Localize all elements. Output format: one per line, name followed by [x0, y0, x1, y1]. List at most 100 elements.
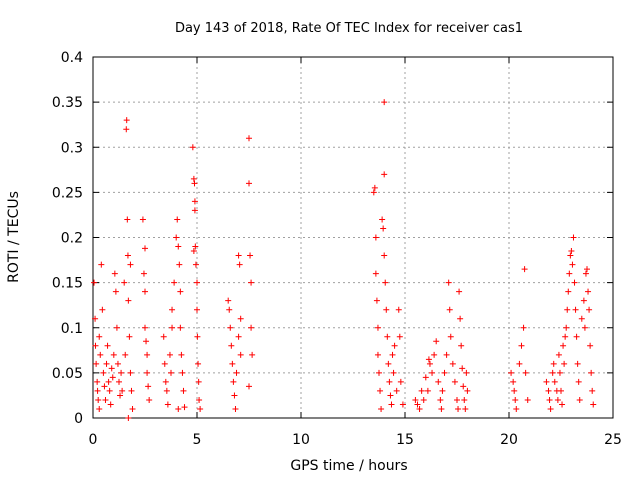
x-axis-label: GPS time / hours — [290, 458, 407, 474]
data-point — [246, 383, 252, 390]
data-point — [588, 369, 595, 376]
data-point — [429, 369, 436, 376]
data-point — [584, 266, 590, 273]
data-point — [554, 396, 561, 403]
data-point — [196, 396, 203, 403]
data-point — [195, 378, 202, 385]
data-point — [443, 351, 450, 358]
data-point — [566, 270, 573, 277]
data-point — [102, 396, 109, 403]
data-point — [144, 369, 151, 376]
data-point — [142, 288, 148, 295]
data-point — [119, 387, 126, 394]
data-point — [385, 360, 392, 367]
data-point — [128, 387, 135, 394]
y-tick-label: 0.4 — [61, 50, 83, 66]
y-tick-label: 0.1 — [61, 321, 83, 337]
data-point — [110, 351, 117, 358]
data-point — [176, 261, 183, 268]
data-point — [569, 261, 576, 268]
data-point — [518, 342, 525, 349]
data-point — [457, 315, 464, 322]
data-point — [113, 324, 120, 331]
data-point — [422, 374, 429, 381]
data-point — [129, 405, 136, 412]
data-point — [418, 387, 425, 394]
data-point — [564, 306, 571, 313]
data-point — [462, 405, 469, 412]
data-point — [139, 216, 146, 223]
data-point — [435, 378, 442, 385]
data-point — [179, 369, 186, 376]
data-point — [142, 324, 148, 331]
data-point — [570, 234, 577, 241]
data-point — [123, 126, 130, 133]
data-point — [227, 324, 234, 331]
data-point — [246, 180, 252, 187]
data-point — [449, 360, 456, 367]
data-point — [399, 401, 406, 408]
data-point — [381, 99, 388, 106]
data-point — [247, 252, 254, 259]
data-point — [194, 279, 200, 286]
data-point — [175, 405, 182, 412]
data-point — [582, 270, 589, 277]
data-point — [160, 333, 167, 340]
data-point — [458, 342, 465, 349]
data-point — [446, 306, 453, 313]
data-point — [389, 351, 396, 358]
data-point — [248, 324, 255, 331]
axis-ticks: 0 5 10 15 20 25 0 0.05 0.1 0.15 0.2 0.25 0.3 0.35 0.4 — [52, 50, 622, 448]
x-tick-label: 0 — [89, 432, 98, 448]
data-point — [378, 405, 385, 412]
data-point — [521, 266, 528, 273]
data-point — [573, 333, 580, 340]
y-tick-label: 0.05 — [52, 366, 83, 382]
data-point — [231, 392, 238, 399]
data-point — [96, 333, 103, 340]
data-point — [166, 351, 173, 358]
data-point — [425, 356, 432, 363]
data-point — [103, 360, 110, 367]
data-point — [581, 324, 588, 331]
data-point — [379, 216, 386, 223]
data-point — [387, 392, 394, 399]
data-point — [171, 279, 178, 286]
data-point — [99, 306, 106, 313]
data-point — [94, 387, 101, 394]
y-tick-label: 0.15 — [52, 276, 83, 292]
grid — [93, 57, 613, 418]
data-point — [140, 270, 147, 277]
data-point — [197, 405, 204, 412]
data-point — [416, 405, 423, 412]
data-point — [574, 360, 581, 367]
data-point — [391, 342, 398, 349]
data-point — [106, 387, 113, 394]
data-point — [459, 365, 466, 372]
chart-title: Day 143 of 2018, Rate Of TEC Index for r… — [175, 21, 523, 36]
data-point — [551, 378, 558, 385]
data-point — [374, 351, 381, 358]
data-point — [513, 405, 520, 412]
data-point — [560, 342, 567, 349]
data-point — [580, 297, 587, 304]
data-point — [194, 333, 201, 340]
data-point — [388, 401, 395, 408]
data-point — [414, 401, 421, 408]
data-point — [460, 383, 467, 390]
data-point — [192, 243, 199, 250]
data-point — [163, 387, 170, 394]
data-point — [424, 387, 431, 394]
data-point — [162, 378, 169, 385]
data-point — [169, 306, 176, 313]
data-point — [108, 365, 115, 372]
data-point — [522, 369, 529, 376]
data-point — [146, 396, 153, 403]
data-point — [377, 387, 384, 394]
data-point — [445, 279, 452, 286]
data-point — [169, 324, 176, 331]
data-point — [109, 374, 116, 381]
data-point — [433, 338, 440, 345]
data-point — [93, 360, 100, 367]
data-point — [395, 306, 402, 313]
